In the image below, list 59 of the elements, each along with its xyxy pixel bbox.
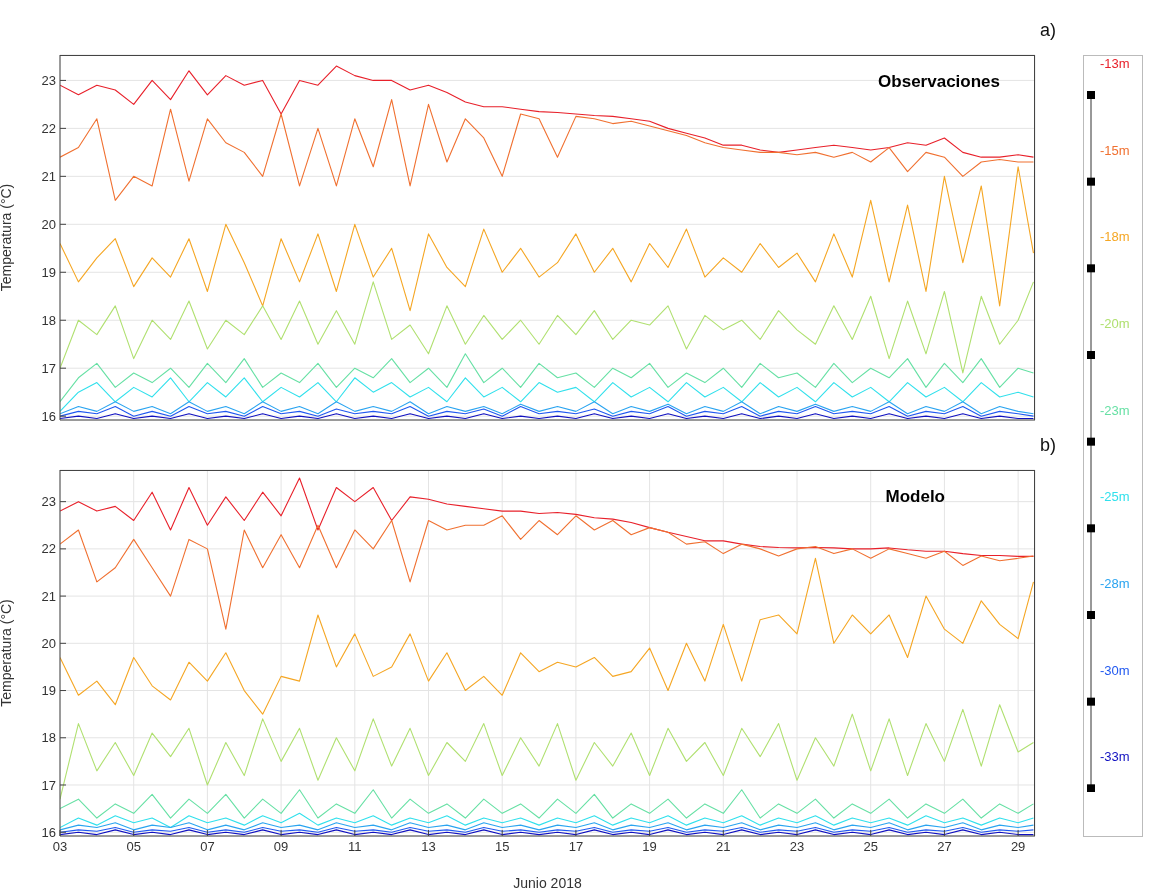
- y-tick-label: 20: [41, 635, 56, 651]
- line-series: [60, 789, 1035, 819]
- x-tick-label: 23: [789, 839, 805, 855]
- y-tick-label: 19: [41, 683, 56, 699]
- x-tick-label: 13: [421, 839, 436, 855]
- text: -25m: [1100, 489, 1130, 505]
- y-axis-title: Temperatura (°C): [0, 599, 14, 707]
- x-tick-label: 17: [568, 839, 584, 855]
- line-series: [60, 515, 1035, 630]
- text: b): [1040, 435, 1057, 456]
- text: -18m: [1100, 229, 1130, 245]
- line-series: [60, 377, 1035, 412]
- line-series: [60, 812, 1035, 829]
- x-tick-label: 25: [863, 839, 878, 855]
- x-tick-label: 29: [1010, 839, 1026, 855]
- text: Observaciones: [878, 72, 1000, 92]
- x-axis-title: Junio 2018: [513, 875, 582, 890]
- x-tick-label: 21: [716, 839, 731, 855]
- x-tick-label: 05: [126, 839, 141, 855]
- line-series: [60, 281, 1035, 374]
- y-tick-label: 22: [41, 121, 56, 136]
- line-series: [60, 406, 1035, 417]
- x-tick-label: 09: [273, 839, 289, 855]
- line-series: [60, 65, 1035, 158]
- x-tick-label: 27: [937, 839, 952, 855]
- x-tick-label: 19: [642, 839, 657, 855]
- line-series: [60, 557, 1035, 715]
- text: -13m: [1100, 56, 1130, 71]
- text: -23m: [1100, 402, 1130, 418]
- line-series: [60, 166, 1035, 312]
- y-tick-label: 20: [41, 216, 56, 232]
- text: Modelo: [885, 487, 945, 507]
- x-tick-label: 15: [494, 839, 510, 855]
- y-tick-label: 17: [41, 360, 56, 376]
- y-tick-label: 18: [41, 312, 56, 328]
- text: -33m: [1100, 749, 1130, 765]
- y-axis-title: Temperatura (°C): [0, 183, 14, 292]
- y-tick-label: 16: [41, 408, 56, 424]
- y-tick-label: 23: [41, 494, 56, 510]
- y-tick-label: 16: [41, 824, 56, 840]
- y-tick-label: 21: [41, 168, 56, 184]
- text: -30m: [1100, 662, 1130, 678]
- line-series: [60, 401, 1035, 415]
- line-series: [60, 99, 1035, 201]
- line-series: [60, 822, 1035, 831]
- y-tick-label: 22: [41, 541, 56, 557]
- y-tick-label: 23: [41, 73, 56, 89]
- x-tick-label: 07: [200, 839, 215, 855]
- text: -15m: [1100, 142, 1130, 158]
- x-tick-label: 11: [348, 839, 362, 855]
- line-series: [60, 353, 1035, 403]
- x-tick-label: 03: [52, 839, 68, 855]
- y-tick-label: 19: [41, 264, 56, 280]
- y-tick-label: 18: [41, 730, 56, 746]
- text: -28m: [1100, 576, 1130, 591]
- text: a): [1040, 20, 1057, 41]
- y-tick-label: 21: [41, 588, 56, 604]
- text: -20m: [1100, 316, 1130, 331]
- y-tick-label: 17: [41, 777, 56, 793]
